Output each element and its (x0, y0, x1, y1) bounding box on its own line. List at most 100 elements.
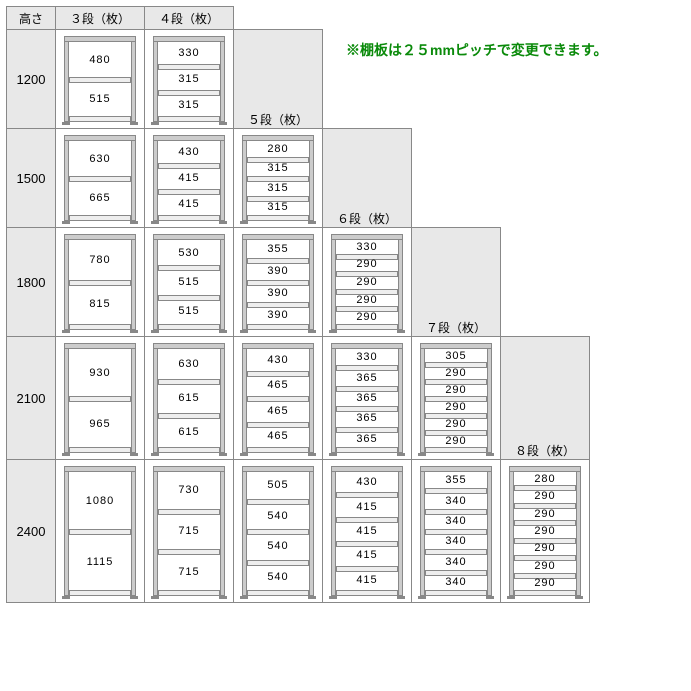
shelf-spec-table: 高さ３段（枚）４段（枚）1200480515330315315５段（枚）1500… (6, 6, 590, 603)
gap-label: 330 (336, 241, 398, 253)
row-header-1800: 1800 (7, 228, 56, 337)
gap-label: 780 (69, 254, 131, 266)
gap-label: 290 (425, 401, 487, 413)
gap-label: 280 (247, 143, 309, 155)
gap-label: 715 (158, 566, 220, 578)
gap-label: 290 (336, 258, 398, 270)
gap-label: 290 (425, 367, 487, 379)
row-header-1500: 1500 (7, 129, 56, 228)
cell-2400-4: 730 715 715 (145, 460, 234, 603)
gap-label: 505 (247, 479, 309, 491)
gap-label: 290 (514, 525, 576, 537)
gap-label: 340 (425, 495, 487, 507)
cell-1200-4: 330 315 315 (145, 30, 234, 129)
gap-label: 290 (425, 418, 487, 430)
cell-2100-4: 630 615 615 (145, 337, 234, 460)
gap-label: 340 (425, 535, 487, 547)
gap-label: 515 (158, 305, 220, 317)
cell-2400-7: 355 340 340 340 340 340 (412, 460, 501, 603)
gap-label: 290 (514, 560, 576, 572)
cell-2400-8: 280290290290290290290 (501, 460, 590, 603)
gap-label: 630 (69, 153, 131, 165)
gap-label: 365 (336, 412, 398, 424)
cell-2400-3: 1080 1115 (56, 460, 145, 603)
cell-1200-3: 480 515 (56, 30, 145, 129)
gap-label: 430 (336, 476, 398, 488)
gap-label: 290 (514, 508, 576, 520)
gap-label: 355 (247, 243, 309, 255)
gap-label: 290 (336, 276, 398, 288)
gap-label: 315 (247, 201, 309, 213)
gap-label: 1080 (69, 495, 131, 507)
gap-label: 415 (158, 198, 220, 210)
gap-label: 1115 (69, 556, 131, 568)
row-header-1200: 1200 (7, 30, 56, 129)
gap-label: 930 (69, 367, 131, 379)
gap-label: 530 (158, 247, 220, 259)
gap-label: 465 (247, 430, 309, 442)
gap-label: 730 (158, 484, 220, 496)
gap-label: 305 (425, 350, 487, 362)
cell-1500-4: 430 415 415 (145, 129, 234, 228)
gap-label: 315 (247, 162, 309, 174)
gap-label: 515 (69, 93, 131, 105)
gap-label: 815 (69, 298, 131, 310)
gap-label: 290 (425, 435, 487, 447)
gap-label: 390 (247, 265, 309, 277)
gap-label: 415 (336, 501, 398, 513)
cell-2400-5: 505 540 540 540 (234, 460, 323, 603)
cell-1800-3: 780 815 (56, 228, 145, 337)
gap-label: 290 (425, 384, 487, 396)
cell-2100-7: 305 290 290 290 290 290 (412, 337, 501, 460)
gap-label: 415 (336, 525, 398, 537)
gap-label: 330 (336, 351, 398, 363)
gap-label: 540 (247, 571, 309, 583)
gap-label: 515 (158, 276, 220, 288)
gap-label: 415 (158, 172, 220, 184)
cell-2400-6: 430 415 415 415 415 (323, 460, 412, 603)
gap-label: 365 (336, 392, 398, 404)
gap-label: 280 (514, 473, 576, 485)
row-header-2100: 2100 (7, 337, 56, 460)
gap-label: 290 (514, 490, 576, 502)
gap-label: 715 (158, 525, 220, 537)
cell-2100-3: 930 965 (56, 337, 145, 460)
gap-label: 340 (425, 515, 487, 527)
cell-2100-5: 430 465 465 465 (234, 337, 323, 460)
gap-label: 355 (425, 474, 487, 486)
gap-label: 290 (514, 577, 576, 589)
gap-label: 415 (336, 549, 398, 561)
gap-label: 630 (158, 358, 220, 370)
gap-label: 430 (158, 146, 220, 158)
gap-label: 340 (425, 556, 487, 568)
cell-1800-4: 530 515 515 (145, 228, 234, 337)
gap-label: 465 (247, 405, 309, 417)
gap-label: 340 (425, 576, 487, 588)
cell-1800-5: 355 390 390 390 (234, 228, 323, 337)
gap-label: 315 (158, 99, 220, 111)
gap-label: 390 (247, 287, 309, 299)
cell-1800-6: 330290290290290 (323, 228, 412, 337)
gap-label: 290 (336, 294, 398, 306)
gap-label: 365 (336, 433, 398, 445)
gap-label: 965 (69, 418, 131, 430)
cell-1500-3: 630 665 (56, 129, 145, 228)
gap-label: 615 (158, 392, 220, 404)
gap-label: 315 (247, 182, 309, 194)
gap-label: 415 (336, 574, 398, 586)
gap-label: 465 (247, 379, 309, 391)
cell-2100-6: 330 365 365 365 365 (323, 337, 412, 460)
gap-label: 540 (247, 510, 309, 522)
pitch-note: ※棚板は２５mmピッチで変更できます。 (346, 40, 608, 60)
gap-label: 315 (158, 73, 220, 85)
gap-label: 365 (336, 372, 398, 384)
gap-label: 540 (247, 540, 309, 552)
gap-label: 665 (69, 192, 131, 204)
gap-label: 330 (158, 47, 220, 59)
gap-label: 615 (158, 426, 220, 438)
gap-label: 480 (69, 54, 131, 66)
cell-1500-5: 280 315 315 315 (234, 129, 323, 228)
gap-label: 430 (247, 354, 309, 366)
row-header-2400: 2400 (7, 460, 56, 603)
gap-label: 390 (247, 309, 309, 321)
